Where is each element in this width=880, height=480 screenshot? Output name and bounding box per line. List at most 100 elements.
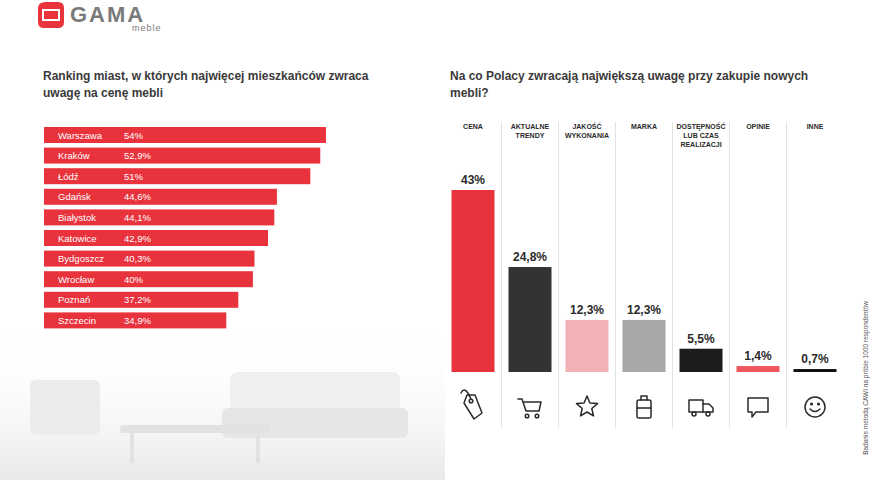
- text-line: OPINIE: [746, 123, 770, 130]
- data-label: 43%: [461, 173, 485, 187]
- icon-cart-wheel: [525, 414, 529, 418]
- bar: [44, 148, 320, 164]
- table: [120, 425, 270, 433]
- icon-bag-line: [637, 407, 651, 409]
- table-leg: [130, 433, 134, 463]
- labels: Warszawa54%Kraków52,9%Łódź51%Gdańsk44,6%…: [58, 130, 151, 326]
- text-line: MARKA: [631, 123, 657, 130]
- bar: [44, 127, 326, 143]
- data-label: 37,2%: [124, 294, 151, 305]
- category-label: Gdańsk: [58, 191, 91, 202]
- icon-truck-wheel: [692, 412, 696, 416]
- background-room: [0, 330, 445, 480]
- bar: [452, 190, 495, 372]
- column-divider: [501, 122, 502, 428]
- category-label: Szczecin: [58, 315, 96, 326]
- page: GAMAmebleRanking miast, w których najwię…: [0, 0, 880, 480]
- bar: [737, 366, 780, 372]
- bar: [44, 209, 274, 225]
- icon-truck-cab: [703, 404, 713, 412]
- icons: [461, 390, 825, 419]
- category-label: OPINIE: [746, 123, 770, 130]
- icon-truck-box: [689, 400, 703, 412]
- category-label: Poznań: [58, 294, 90, 305]
- data-label: 0,7%: [801, 352, 829, 366]
- icon-eye: [818, 403, 820, 405]
- bars: [44, 127, 326, 328]
- column-divider: [786, 122, 787, 428]
- category-label: AKTUALNETRENDY: [511, 123, 550, 139]
- icon-eye: [811, 403, 813, 405]
- column-divider: [672, 122, 673, 428]
- text-line: INNE: [807, 123, 824, 130]
- data-label: 44,6%: [124, 191, 151, 202]
- data-label: 44,1%: [124, 212, 151, 223]
- icon-tag: [464, 395, 482, 419]
- category-label: Wrocław: [58, 274, 94, 285]
- logo-mark: [38, 2, 64, 28]
- icon: [637, 396, 651, 418]
- chart-title: Ranking miast, w których najwięcej miesz…: [43, 69, 369, 100]
- bar: [509, 267, 552, 372]
- icon-cart: [518, 399, 541, 411]
- icon: [461, 390, 482, 419]
- data-label: 12,3%: [570, 303, 604, 317]
- text-line: LUB CZAS: [683, 132, 719, 139]
- category-label: Białystok: [58, 212, 96, 223]
- icon-cart-wheel: [535, 414, 539, 418]
- bar: [44, 251, 254, 267]
- data-label: 1,4%: [744, 349, 772, 363]
- bar: [623, 320, 666, 372]
- armchair: [30, 380, 100, 435]
- category-label: DOSTĘPNOŚĆLUB CZAS REALIZACJI: [676, 122, 725, 148]
- text-line: DOSTĘPNOŚĆ: [676, 122, 725, 131]
- labels: 43%CENA24,8%AKTUALNETRENDY12,3%JAKOŚĆWYK…: [461, 122, 829, 366]
- chart-purchase-factors: Na co Polacy zwracają największą uwagę p…: [450, 69, 837, 428]
- icon-bubble: [748, 398, 768, 417]
- category-label: Bydgoszcz: [58, 253, 104, 264]
- icon: [805, 397, 825, 417]
- icon-mouth: [810, 409, 820, 412]
- text-line: REALIZACJI: [680, 141, 721, 148]
- bar: [680, 349, 723, 372]
- icon-truck-wheel: [706, 412, 710, 416]
- data-label: 54%: [124, 130, 144, 141]
- text-line: uwagę na cenę mebli: [43, 86, 163, 100]
- bar: [794, 369, 837, 372]
- bar: [566, 320, 609, 372]
- category-label: Warszawa: [58, 130, 103, 141]
- icon: [748, 398, 768, 417]
- icon: [577, 396, 598, 416]
- column-divider: [729, 122, 730, 428]
- category-label: MARKA: [631, 123, 657, 130]
- bars: [452, 190, 837, 372]
- icon-smiley: [805, 397, 825, 417]
- table-leg: [256, 433, 260, 463]
- chart-title: Na co Polacy zwracają największą uwagę p…: [450, 69, 808, 100]
- data-label: 12,3%: [627, 303, 661, 317]
- icon: [518, 399, 541, 418]
- data-label: 5,5%: [687, 332, 715, 346]
- icon-star: [577, 396, 598, 416]
- category-label: INNE: [807, 123, 824, 130]
- column-divider: [558, 122, 559, 428]
- bar: [44, 292, 238, 308]
- icon-bag: [637, 400, 651, 418]
- category-label: Katowice: [58, 233, 97, 244]
- category-label: Łódź: [58, 171, 79, 182]
- sofa-seat: [222, 408, 408, 438]
- icon: [689, 400, 713, 416]
- text-line: JAKOŚĆ: [572, 122, 601, 130]
- text-line: Na co Polacy zwracają największą uwagę p…: [450, 69, 808, 83]
- bar: [44, 168, 310, 184]
- text-line: WYKONANIA: [565, 132, 609, 139]
- data-label: 42,9%: [124, 233, 151, 244]
- category-label: JAKOŚĆ WYKONANIA: [565, 122, 609, 139]
- column-divider: [615, 122, 616, 428]
- bar: [44, 230, 268, 246]
- text-line: Ranking miast, w których najwięcej miesz…: [43, 69, 369, 83]
- logo-chair: [43, 10, 59, 20]
- data-label: 52,9%: [124, 150, 151, 161]
- icon-bag-handle: [641, 396, 647, 400]
- category-label: CENA: [463, 123, 483, 130]
